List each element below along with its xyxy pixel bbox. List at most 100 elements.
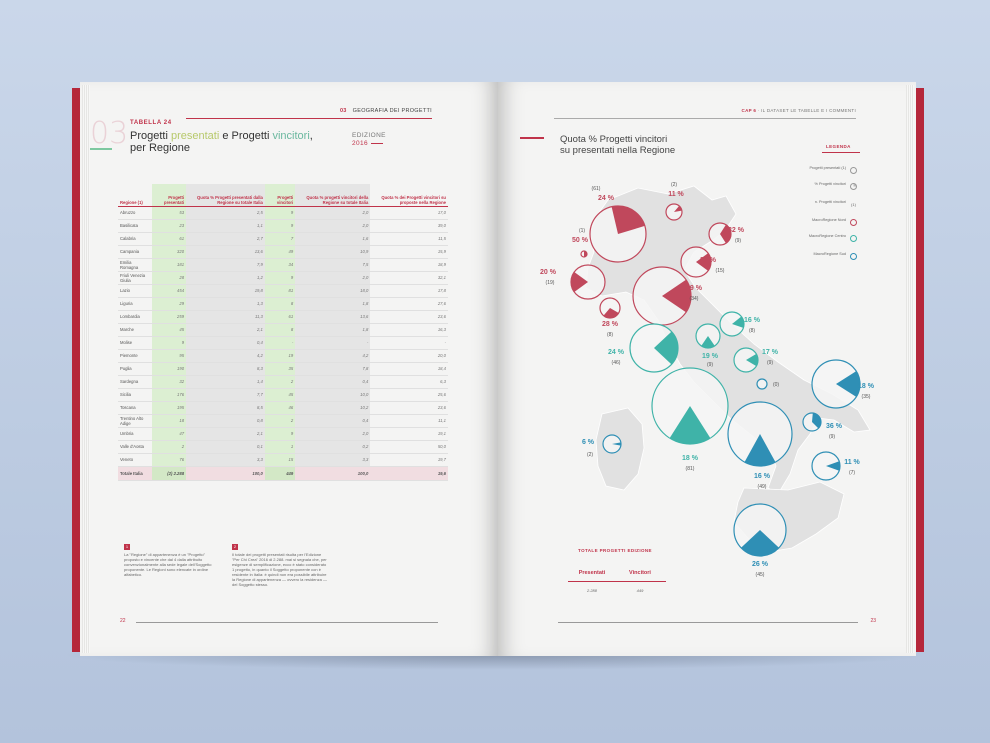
table-cell: 32 bbox=[151, 375, 187, 389]
region-bubble bbox=[695, 323, 721, 349]
bubble-wedge bbox=[746, 353, 758, 367]
table-cell: 1,8 bbox=[295, 323, 371, 337]
title-accent-rule bbox=[520, 137, 544, 139]
bubble-pct-label: 16 % bbox=[754, 473, 771, 480]
totals-col-presentati: Presentati bbox=[578, 570, 606, 576]
table-cell: Piemonte bbox=[118, 349, 152, 363]
column-header-0: Regione (1) bbox=[120, 199, 143, 205]
bubble-wedge bbox=[744, 434, 776, 466]
table-cell: 32,1 bbox=[370, 271, 448, 285]
table-cell: 2 bbox=[151, 440, 187, 454]
table-row: Liguria 29 1,3 8 1,8 27,6 bbox=[118, 297, 448, 311]
bubble-wedge bbox=[696, 253, 711, 271]
page-edges-left bbox=[82, 85, 90, 653]
header-rule bbox=[186, 118, 432, 119]
bubble-pct-label: 50 % bbox=[572, 237, 589, 244]
table-cell: Umbria bbox=[118, 427, 152, 441]
table-cell: 195 bbox=[151, 401, 187, 415]
title-vincitori: vincitori bbox=[272, 130, 310, 142]
table-cell: 15 bbox=[264, 453, 296, 467]
region-bubble bbox=[811, 451, 841, 481]
table-cell: 11,5 bbox=[370, 232, 448, 246]
table-cell: 45 bbox=[264, 388, 296, 402]
region-bubble bbox=[733, 503, 787, 557]
bubble-pct-label: 20 % bbox=[540, 269, 557, 276]
bubble-count-label: (9) bbox=[829, 434, 835, 440]
table-row: Toscana 195 8,5 46 10,2 23,6 bbox=[118, 401, 448, 415]
table-cell: 50,0 bbox=[370, 440, 448, 454]
legend-symbol-1 bbox=[850, 183, 857, 190]
table-cell: 25,6 bbox=[370, 388, 448, 402]
legend-symbol-2: (1) bbox=[851, 202, 856, 207]
table-row: Basilicata 23 1,1 9 2,0 39,0 bbox=[118, 219, 448, 233]
table-row: Molise 9 0,4- - - bbox=[118, 336, 448, 350]
bubble-wedge bbox=[674, 205, 682, 212]
table-total-row: Totale Italia (2) 2.288 100,0 449 100,0 19,6 bbox=[118, 465, 448, 481]
table-cell: Lazio bbox=[118, 284, 152, 298]
table-cell: Calabria bbox=[118, 232, 152, 246]
table-cell: - bbox=[264, 336, 296, 350]
table-cell: 19,1 bbox=[370, 427, 448, 441]
map-title-line2: su presentati nella Regione bbox=[560, 145, 676, 156]
map-title-line1: Quota % Progetti vincitori bbox=[560, 134, 668, 145]
title-part1: Progetti bbox=[130, 130, 171, 142]
region-bubble bbox=[719, 311, 745, 337]
table-row: Sicilia 176 7,7 45 10,0 25,6 bbox=[118, 388, 448, 402]
bubble-count-label: (8) bbox=[607, 332, 613, 338]
table-cell: 61 bbox=[264, 310, 296, 324]
table-row: Umbria 47 2,1 9 2,0 19,1 bbox=[118, 427, 448, 441]
bubble-count-label: (9) bbox=[735, 238, 741, 244]
bubble-count-label: (7) bbox=[849, 470, 855, 476]
bubble-wedge bbox=[826, 461, 840, 471]
totals-title: TOTALE PROGETTI EDIZIONE bbox=[578, 548, 652, 553]
table-cell: 9 bbox=[264, 427, 296, 441]
title-presentati: presentati bbox=[170, 130, 220, 142]
bubble-pct-label: 18 % bbox=[682, 455, 699, 462]
table-cell: 0,1 bbox=[186, 440, 265, 454]
region-bubble bbox=[802, 412, 822, 432]
table-cell: 20,0 bbox=[370, 349, 448, 363]
table-cell: 45 bbox=[151, 323, 187, 337]
bubble-pct-label: 18 % bbox=[858, 383, 875, 390]
table-cell: 13,6 bbox=[186, 245, 265, 259]
legend-label-2: n. Progetti vincitori bbox=[814, 200, 846, 204]
running-header-right: CAP 6 · IL DATASET LE TABELLE E I COMMEN… bbox=[741, 108, 856, 113]
table-cell: 7,8 bbox=[295, 362, 371, 376]
bubble-pct-label: 6 % bbox=[582, 439, 595, 446]
region-bubble bbox=[756, 378, 768, 390]
bubble-count-label: (15) bbox=[716, 268, 725, 274]
table-cell: 17,0 bbox=[370, 206, 448, 220]
column-header-4: Quota % progetti vincitori della Regione… bbox=[295, 184, 371, 206]
region-bubble bbox=[599, 297, 621, 319]
title-line2: per Regione bbox=[130, 142, 190, 154]
bubble-wedge bbox=[584, 251, 587, 257]
header-text: IL DATASET LE TABELLE E I COMMENTI bbox=[761, 108, 856, 113]
bubble-wedge bbox=[611, 206, 645, 234]
table-cell: Valle d'Aosta bbox=[118, 440, 152, 454]
totals-rule bbox=[568, 581, 666, 582]
bubble-pct-label: 11 % bbox=[668, 191, 684, 198]
table-cell: 19 bbox=[264, 349, 296, 363]
table-cell: 19,6 bbox=[370, 465, 448, 481]
bubble-count-label: (49) bbox=[758, 484, 767, 490]
table-cell: 449 bbox=[264, 465, 296, 481]
region-bubble bbox=[665, 203, 683, 221]
table-row: Valle d'Aosta 2 0,1 1 0,2 50,0 bbox=[118, 440, 448, 454]
table-cell: Basilicata bbox=[118, 219, 152, 233]
table-cell: 19,8 bbox=[186, 284, 265, 298]
bubble-count-label: (9) bbox=[707, 362, 713, 368]
table-cell: 2 bbox=[264, 414, 296, 428]
table-cell: 181 bbox=[151, 258, 187, 272]
bubble-count-label: (19) bbox=[546, 280, 555, 286]
bubble-pct-label: 36 % bbox=[826, 423, 843, 430]
table-cell: 0,4 bbox=[295, 414, 371, 428]
table-row: Veneto 76 3,3 15 3,3 19,7 bbox=[118, 453, 448, 467]
table-cell: Totale Italia bbox=[118, 465, 152, 481]
accent-rule bbox=[90, 148, 112, 150]
table-cell: Sardegna bbox=[118, 375, 152, 389]
footer-rule-left bbox=[136, 621, 438, 622]
table-cell: Emilia Romagna bbox=[118, 258, 152, 272]
table-cell: 2,0 bbox=[295, 206, 371, 220]
bubble-wedge bbox=[701, 336, 715, 348]
bubble-count-label: (2) bbox=[587, 452, 593, 458]
